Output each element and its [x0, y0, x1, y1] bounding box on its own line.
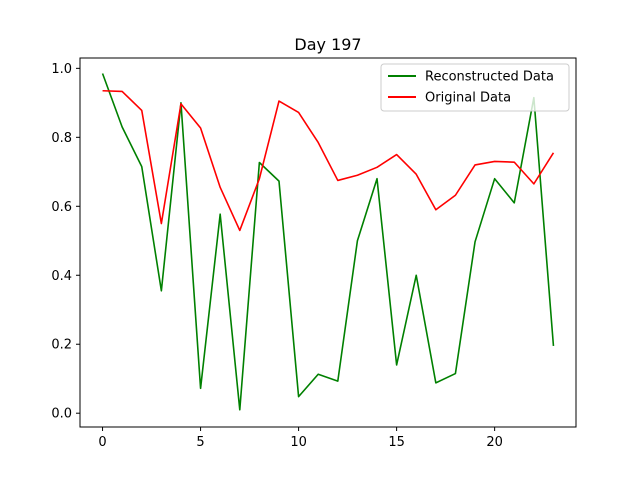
series-line-original-data — [102, 89, 555, 232]
chart-title: Day 197 — [294, 35, 361, 54]
legend-label-original: Original Data — [425, 91, 511, 106]
series-layer — [101, 73, 555, 411]
plot-frame — [79, 57, 577, 428]
x-tick-label: 20 — [486, 435, 503, 450]
x-tick-label: 5 — [196, 435, 204, 450]
legend: Reconstructed Data Original Data — [380, 63, 570, 112]
y-tick-label: 0.8 — [51, 131, 72, 146]
y-tick-label: 1.0 — [51, 62, 72, 77]
x-tick-label: 0 — [98, 435, 106, 450]
legend-label-reconstructed: Reconstructed Data — [425, 70, 554, 85]
plot-area — [80, 58, 576, 427]
x-tick-label: 15 — [388, 435, 405, 450]
legend-box — [380, 63, 570, 112]
axes-layer: 0 5 10 15 20 0.0 0.2 0.4 0.6 0.8 1.0 — [51, 62, 503, 450]
series-line-reconstructed-data — [101, 73, 555, 411]
y-tick-label: 0.2 — [51, 338, 72, 353]
x-tick-label: 10 — [290, 435, 307, 450]
y-tick-label: 0.0 — [51, 407, 72, 422]
y-tick-label: 0.4 — [51, 269, 72, 284]
y-tick-label: 0.6 — [51, 200, 72, 215]
